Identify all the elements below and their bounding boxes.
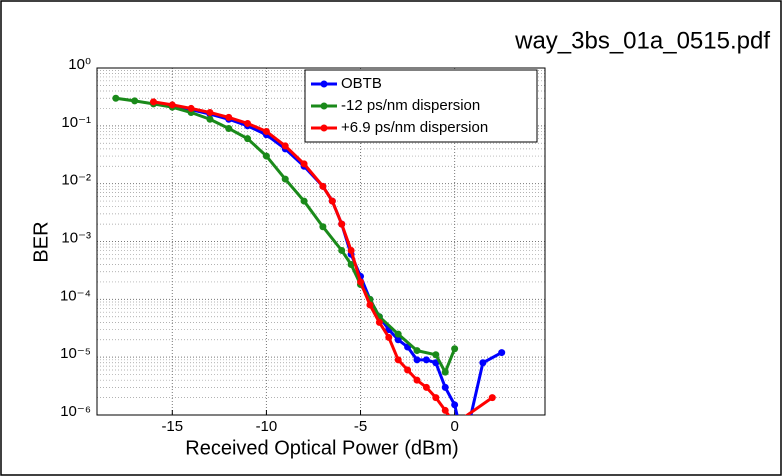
data-point [225,113,233,121]
data-point [451,401,459,409]
data-point [206,115,214,123]
data-point [281,175,289,183]
legend-label: +6.9 ps/nm dispersion [341,119,488,136]
y-tick-label: 10⁰ [68,56,91,73]
series-layer [112,94,506,415]
data-point [394,336,402,344]
data-point [347,261,355,269]
data-point [300,160,308,168]
data-point [131,97,139,105]
y-tick-label: 10⁻⁵ [60,345,91,362]
data-point [394,330,402,338]
data-point [432,394,440,402]
data-point [206,109,214,117]
data-point [112,94,120,102]
data-point [262,127,270,135]
x-tick-label: -15 [161,418,183,435]
data-point [338,246,346,254]
data-point [244,119,252,127]
y-tick-label: 10⁻¹ [61,114,91,131]
y-tick-label: 10⁻³ [61,229,91,246]
data-point [319,223,327,231]
data-point [375,318,383,326]
plot-border [96,67,546,416]
data-point [338,220,346,228]
data-point [357,278,365,286]
data-point [394,356,402,364]
data-point [244,135,252,143]
data-point [432,351,440,359]
data-point [366,301,374,309]
data-point [281,142,289,150]
data-point [385,333,393,341]
legend-marker [320,102,328,110]
data-point [347,246,355,254]
data-point [488,394,496,402]
x-tick-label: 0 [450,418,458,435]
series-line [115,96,457,376]
data-point [149,98,157,106]
data-point [328,197,336,205]
x-tick-label: -5 [354,418,367,435]
x-axis-label: Received Optical Power (dBm) [185,437,458,459]
data-point [451,345,459,353]
data-point [413,347,421,355]
data-point [422,356,430,364]
x-tick-label: -10 [256,418,278,435]
data-point [413,376,421,384]
y-tick-label: 10⁻⁶ [60,403,91,420]
file-label: way_3bs_01a_0515.pdf [514,27,770,54]
data-point [422,383,430,391]
y-axis-label: BER [30,221,52,262]
data-point [319,182,327,190]
data-point [441,368,449,376]
legend-label: OBTB [341,75,382,92]
legend-box [304,69,538,143]
legend-marker [320,124,328,132]
data-point [441,383,449,391]
data-point [225,124,233,132]
data-point [413,356,421,364]
data-point [262,152,270,160]
y-tick-label: 10⁻⁴ [60,287,91,304]
data-point [479,359,487,367]
legend-label: -12 ps/nm dispersion [341,97,480,114]
data-point [498,349,506,357]
y-tick-label: 10⁻² [61,172,91,189]
data-point [404,366,412,374]
data-point [441,406,449,414]
legend-marker [320,80,328,88]
data-point [187,104,195,112]
data-point [300,197,308,205]
data-point [168,101,176,109]
